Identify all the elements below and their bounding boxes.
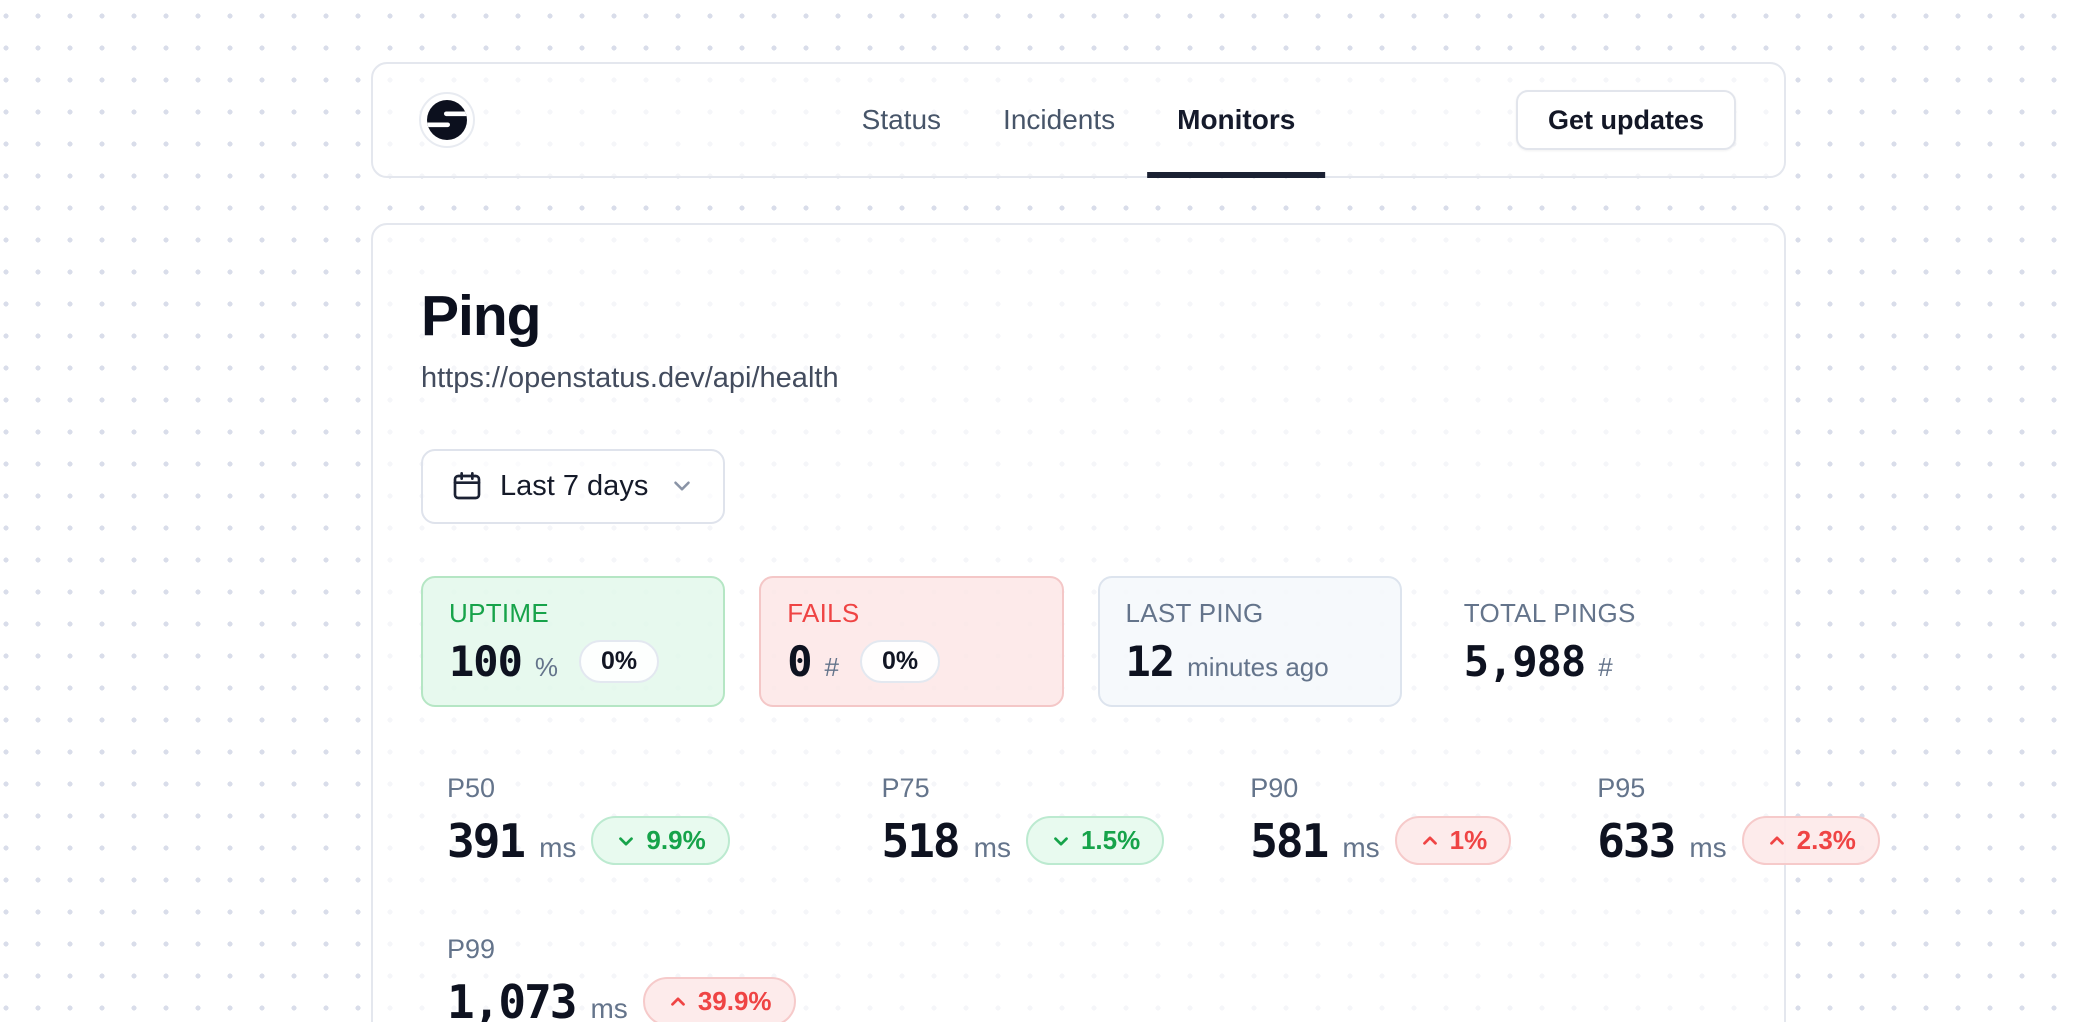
chevron-up-icon xyxy=(1766,830,1788,852)
trend-badge: 2.3% xyxy=(1741,816,1880,866)
stat-label: LAST PING xyxy=(1125,597,1264,628)
stat-unit: # xyxy=(1598,651,1613,682)
percentile-value: 581 xyxy=(1250,813,1329,868)
stat-unit: # xyxy=(824,651,840,682)
percentile-unit: ms xyxy=(1342,831,1380,863)
monitor-card: Ping https://openstatus.dev/api/health L… xyxy=(371,223,1880,1022)
percentile-value: 1,073 xyxy=(447,974,577,1022)
trend-value: 2.3% xyxy=(1796,825,1856,856)
percentile-value: 391 xyxy=(447,813,526,868)
stat-value: 0 xyxy=(787,636,812,686)
percentile-unit: ms xyxy=(973,831,1011,863)
percentile-value: 633 xyxy=(1597,813,1676,868)
stat-value: 12 xyxy=(1125,636,1176,686)
trend-badge: 1.5% xyxy=(1025,816,1165,866)
percentiles-grid: P50 391 ms 9.9% P75 518 ms xyxy=(421,773,1880,1022)
trend-badge: 39.9% xyxy=(642,977,796,1022)
tab-status[interactable]: Status xyxy=(861,104,942,135)
percentile-p90: P90 581 ms 1% xyxy=(1224,773,1537,868)
stat-label: FAILS xyxy=(787,597,860,628)
navbar: Status Incidents Monitors Get updates xyxy=(371,62,1786,178)
tab-incidents[interactable]: Incidents xyxy=(1003,104,1116,135)
percentile-value: 518 xyxy=(881,813,961,868)
percentile-label: P99 xyxy=(447,933,496,964)
percentile-unit: ms xyxy=(590,992,628,1022)
chevron-up-icon xyxy=(667,991,689,1013)
stat-value: 5,988 xyxy=(1463,636,1586,686)
stat-label: UPTIME xyxy=(449,597,550,628)
stat-unit: minutes ago xyxy=(1187,651,1329,682)
page-title: Ping xyxy=(421,284,542,348)
chevron-down-icon xyxy=(669,473,695,499)
percentile-p50: P50 391 ms 9.9% xyxy=(421,773,822,868)
stat-unit: % xyxy=(534,651,558,682)
chevron-up-icon xyxy=(1419,830,1441,852)
monitor-url: https://openstatus.dev/api/health xyxy=(421,361,839,394)
chevron-down-icon xyxy=(615,830,637,852)
trend-value: 9.9% xyxy=(646,825,706,856)
trend-value: 1% xyxy=(1449,825,1488,856)
stat-value: 100 xyxy=(449,636,523,686)
percentile-unit: ms xyxy=(1689,831,1727,863)
percentile-label: P75 xyxy=(881,772,930,803)
percentile-p99: P99 1,073 ms 39.9% xyxy=(421,934,822,1022)
percentile-p75: P75 518 ms 1.5% xyxy=(856,773,1191,868)
get-updates-button[interactable]: Get updates xyxy=(1515,90,1736,150)
period-label: Last 7 days xyxy=(500,469,649,502)
stat-card-fails: FAILS 0 # 0% xyxy=(759,575,1064,707)
percentile-unit: ms xyxy=(539,831,577,863)
tab-monitors[interactable]: Monitors xyxy=(1147,64,1326,178)
percentile-label: P50 xyxy=(447,772,496,803)
nav-tabs: Status Incidents Monitors xyxy=(861,64,1326,178)
stat-card-total-pings: TOTAL PINGS 5,988 # xyxy=(1436,576,1740,707)
trend-badge: 1% xyxy=(1394,816,1512,866)
openstatus-logo-icon xyxy=(427,100,467,140)
stat-card-last-ping: LAST PING 12 minutes ago xyxy=(1097,575,1402,707)
stat-delta-badge: 0% xyxy=(578,639,660,683)
trend-value: 39.9% xyxy=(697,986,772,1017)
trend-badge: 9.9% xyxy=(591,816,730,866)
stat-card-uptime: UPTIME 100 % 0% xyxy=(421,575,726,707)
chevron-down-icon xyxy=(1050,830,1072,852)
stats-grid: UPTIME 100 % 0% FAILS 0 # 0% LAST PING 1… xyxy=(421,575,1740,707)
stat-delta-badge: 0% xyxy=(860,639,941,683)
trend-value: 1.5% xyxy=(1080,825,1141,856)
percentile-label: P95 xyxy=(1597,772,1646,803)
percentile-label: P90 xyxy=(1250,772,1299,803)
percentile-p95: P95 633 ms 2.3% xyxy=(1571,773,1906,868)
stat-label: TOTAL PINGS xyxy=(1463,597,1636,628)
openstatus-logo[interactable] xyxy=(419,92,475,148)
period-selector[interactable]: Last 7 days xyxy=(421,448,726,524)
calendar-icon xyxy=(451,470,483,502)
